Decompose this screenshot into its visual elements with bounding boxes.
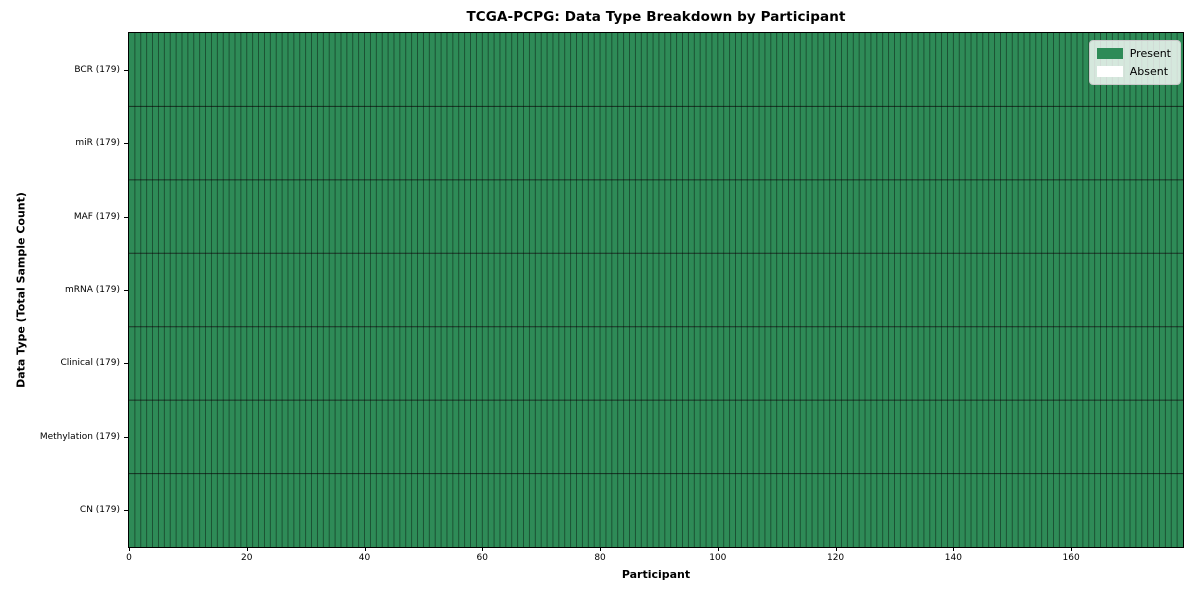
y-axis-title: Data Type (Total Sample Count) bbox=[14, 192, 28, 388]
y-tick-label-methylation: Methylation (179) bbox=[39, 431, 120, 442]
x-tick-mark bbox=[129, 547, 130, 551]
x-tick-mark bbox=[953, 547, 955, 551]
heatmap-grid bbox=[129, 33, 1183, 547]
chart-title: TCGA-PCPG: Data Type Breakdown by Partic… bbox=[466, 9, 846, 25]
plot-area: Present Absent bbox=[128, 32, 1184, 548]
x-tick-label-120: 120 bbox=[826, 553, 845, 563]
x-tick-label-60: 60 bbox=[476, 553, 489, 563]
present-swatch-icon bbox=[1096, 48, 1123, 59]
y-tick-label-clinical: Clinical (179) bbox=[60, 358, 120, 369]
x-tick-label-20: 20 bbox=[241, 553, 253, 563]
x-tick-mark bbox=[482, 547, 484, 551]
absent-swatch-icon bbox=[1096, 66, 1123, 77]
x-tick-mark bbox=[600, 547, 602, 551]
x-tick-mark bbox=[364, 547, 366, 551]
x-tick-label-100: 100 bbox=[709, 553, 727, 563]
legend-label-present: Present bbox=[1129, 47, 1171, 60]
legend-item-present: Present bbox=[1096, 47, 1171, 60]
x-tick-label-80: 80 bbox=[594, 553, 606, 563]
legend-label-absent: Absent bbox=[1129, 65, 1169, 78]
legend-item-absent: Absent bbox=[1096, 65, 1171, 78]
y-tick-label-mrna: mRNA (179) bbox=[65, 285, 120, 295]
y-tick-label-maf: MAF (179) bbox=[73, 211, 120, 222]
x-tick-label-160: 160 bbox=[1062, 553, 1080, 563]
y-tick-label-mir: miR (179) bbox=[75, 138, 120, 149]
x-tick-label-140: 140 bbox=[944, 553, 962, 563]
x-tick-mark bbox=[835, 547, 837, 551]
y-tick-label-cn: CN (179) bbox=[79, 505, 120, 516]
x-tick-mark bbox=[1071, 547, 1073, 551]
y-tick-label-bcr: BCR (179) bbox=[74, 64, 120, 75]
x-tick-label-0: 0 bbox=[126, 553, 132, 563]
x-tick-label-40: 40 bbox=[358, 553, 371, 563]
x-axis-title: Participant bbox=[621, 568, 691, 581]
legend: Present Absent bbox=[1088, 40, 1181, 85]
x-tick-mark bbox=[246, 547, 248, 551]
x-tick-mark bbox=[717, 547, 719, 551]
